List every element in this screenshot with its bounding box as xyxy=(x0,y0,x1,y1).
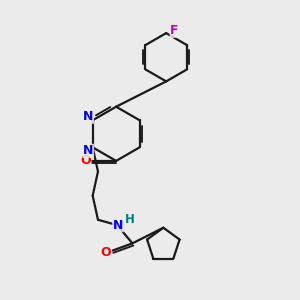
Text: O: O xyxy=(80,154,91,167)
Text: H: H xyxy=(124,213,134,226)
Text: N: N xyxy=(83,144,94,158)
Text: N: N xyxy=(83,110,94,123)
Text: N: N xyxy=(113,219,123,232)
Text: O: O xyxy=(101,246,111,260)
Text: F: F xyxy=(170,24,179,37)
